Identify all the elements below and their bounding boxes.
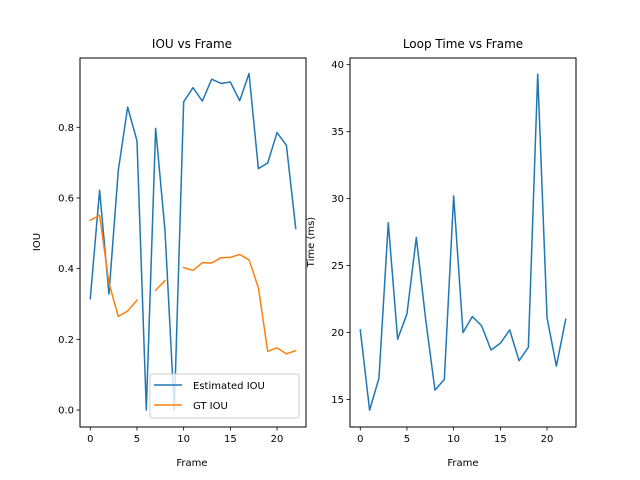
iou-plot-frame: [79, 57, 307, 428]
iou-x-tick-label: 20: [271, 434, 284, 445]
iou-y-tick-label: 0.2: [58, 335, 74, 346]
iou-x-axis-label: Frame: [176, 458, 207, 469]
iou-y-tick-label: 0.8: [58, 123, 74, 134]
loop-time-y-tick-label: 25: [331, 261, 344, 272]
iou-x-tick-label: 15: [224, 434, 237, 445]
loop-time-y-tick-label: 15: [331, 395, 344, 406]
iou-x-tick-label: 10: [177, 434, 190, 445]
iou-y-ticks: 0.0 0.2 0.4 0.6 0.8: [58, 123, 80, 417]
loop-time-x-tick-label: 5: [404, 434, 410, 445]
iou-series-line-0: [89, 72, 297, 411]
iou-x-tick-label: 0: [87, 434, 93, 445]
iou-subplot: IOU vs Frame 0 5 10 15 20 0.0 0.2 0.4 0.6 0.8 Fr…: [32, 37, 307, 469]
iou-plot-marks: [89, 72, 297, 411]
loop-time-y-axis-label: Time (ms): [306, 217, 317, 269]
loop-time-y-tick-label: 20: [331, 328, 344, 339]
loop-time-x-tick-label: 20: [541, 434, 554, 445]
loop-time-plot-frame: [349, 57, 577, 428]
iou-y-tick-label: 0.4: [58, 264, 74, 275]
loop-time-y-tick-label: 40: [331, 60, 344, 71]
iou-y-axis-label: IOU: [32, 233, 43, 251]
iou-legend: Estimated IOU GT IOU: [149, 373, 300, 419]
loop-time-x-tick-label: 15: [494, 434, 507, 445]
loop-time-x-axis-label: Frame: [447, 458, 478, 469]
iou-x-ticks: 0 5 10 15 20: [87, 427, 283, 445]
iou-y-tick-label: 0.0: [58, 406, 74, 417]
legend-label-gt-iou: GT IOU: [193, 401, 228, 412]
loop-time-plot-marks: [359, 73, 567, 412]
iou-x-tick-label: 5: [134, 434, 140, 445]
loop-time-y-tick-label: 35: [331, 127, 344, 138]
iou-series-line-1: [89, 214, 297, 355]
iou-y-tick-label: 0.6: [58, 193, 74, 204]
legend-label-estimated-iou: Estimated IOU: [193, 381, 265, 392]
loop-time-y-tick-label: 30: [331, 194, 344, 205]
loop-time-y-ticks: 15 20 25 30 35 40: [331, 60, 350, 406]
loop-time-x-tick-label: 0: [357, 434, 363, 445]
loop-time-x-ticks: 0 5 10 15 20: [357, 427, 553, 445]
loop-time-x-tick-label: 10: [447, 434, 460, 445]
loop-time-subplot: Loop Time vs Frame 0 5 10 15 20 15 20 25 30 35 40…: [306, 37, 577, 469]
loop-time-series-line-0: [359, 73, 567, 412]
legend-box: [149, 373, 300, 419]
loop-time-chart-title: Loop Time vs Frame: [403, 37, 523, 51]
iou-chart-title: IOU vs Frame: [152, 37, 232, 51]
